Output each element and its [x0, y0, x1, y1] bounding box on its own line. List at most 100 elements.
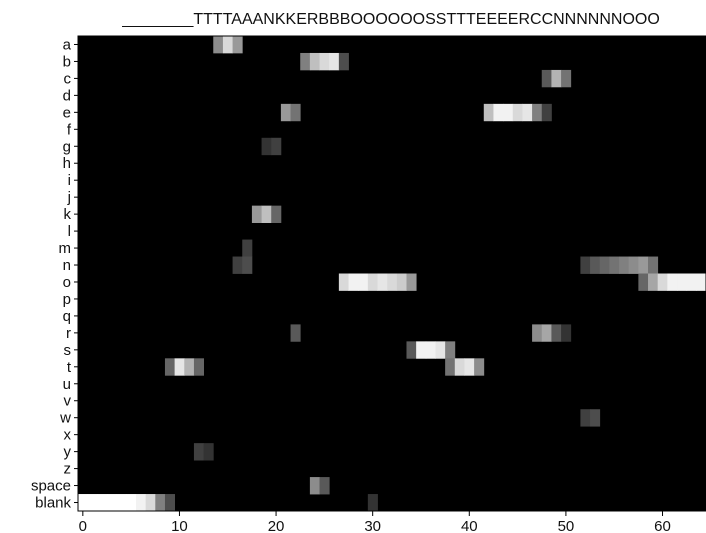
heatmap-cell	[261, 205, 272, 223]
heatmap-cell	[271, 205, 282, 223]
heatmap-cell	[251, 205, 262, 223]
x-tick-label: 50	[558, 518, 575, 533]
y-tick-label: b	[63, 53, 71, 70]
x-tick-label: 10	[171, 518, 188, 533]
heatmap-cell	[677, 273, 688, 291]
heatmap-cell	[319, 52, 330, 71]
heatmap-cell	[319, 477, 330, 495]
heatmap-cell	[590, 256, 601, 274]
heatmap-cell	[561, 324, 572, 342]
heatmap-cell	[551, 69, 562, 88]
heatmap-cell	[464, 358, 475, 376]
y-tick-label: c	[64, 70, 72, 87]
heatmap-cell	[532, 324, 543, 342]
y-tick-label: f	[67, 121, 72, 138]
heatmap-cell	[290, 324, 301, 342]
y-tick-label: y	[64, 444, 72, 461]
x-tick-label: 60	[654, 518, 671, 533]
y-tick-label: q	[63, 308, 71, 325]
heatmap-cell	[271, 137, 282, 156]
heatmap-cell	[155, 494, 166, 512]
heatmap-cell	[638, 273, 649, 291]
heatmap-cell	[580, 409, 591, 427]
heatmap-cell	[145, 494, 156, 512]
y-tick-label: s	[64, 342, 72, 359]
heatmap-cell	[367, 273, 378, 291]
y-tick-label: w	[59, 410, 71, 427]
plot-frame	[77, 35, 706, 512]
heatmap-cell	[126, 494, 137, 512]
heatmap-cell	[474, 358, 485, 376]
heatmap-cell	[454, 358, 465, 376]
x-tick-label: 40	[461, 518, 478, 533]
heatmap-cell	[435, 341, 446, 359]
heatmap-cell	[619, 256, 630, 274]
y-tick-label: t	[67, 359, 72, 376]
y-tick-label: l	[68, 223, 71, 240]
heatmap-cell	[667, 273, 678, 291]
heatmap-cell	[290, 103, 301, 122]
y-tick-label: u	[63, 376, 71, 393]
heatmap-cell	[193, 443, 204, 461]
heatmap-cell	[493, 103, 504, 122]
y-tick-label: space	[31, 478, 71, 495]
heatmap-cell	[242, 239, 253, 257]
y-tick-label: d	[63, 87, 71, 104]
heatmap-cell	[261, 137, 272, 156]
heatmap-cell	[338, 52, 349, 71]
y-tick-label: g	[63, 138, 71, 155]
heatmap-cell	[87, 494, 98, 512]
y-tick-label: i	[68, 172, 71, 189]
x-tick-label: 30	[364, 518, 381, 533]
heatmap-cell	[561, 69, 572, 88]
heatmap-cell	[232, 256, 243, 274]
y-tick-label: v	[64, 393, 72, 410]
y-tick-label: z	[64, 461, 72, 478]
chart-title: ________TTTTAAANKKERBBBOOOOOOSSTTTEEEERC…	[121, 11, 660, 28]
heatmap-cell	[213, 36, 224, 54]
x-tick-label: 20	[268, 518, 285, 533]
heatmap-cell	[638, 256, 649, 274]
heatmap-cell	[232, 36, 243, 54]
heatmap-cell	[483, 103, 494, 122]
y-tick-label: e	[63, 104, 71, 121]
y-tick-label: p	[63, 291, 71, 308]
heatmap-cell	[377, 273, 388, 291]
x-axis: 0 10 20 30 40 50 60	[79, 511, 671, 533]
heatmap-cell	[164, 358, 176, 376]
heatmap-cell	[648, 273, 659, 291]
y-tick-label: o	[63, 274, 71, 291]
y-tick-label: h	[63, 155, 71, 172]
heatmap-cell	[174, 358, 185, 376]
heatmap-cell	[387, 273, 398, 291]
heatmap-cell	[657, 273, 668, 291]
heatmap-cell	[396, 273, 407, 291]
heatmap-cell	[338, 273, 349, 291]
heatmap-cell	[309, 477, 320, 495]
y-tick-label: x	[64, 427, 72, 444]
heatmap-cell	[590, 409, 601, 427]
heatmap-cell	[541, 324, 552, 342]
y-tick-label: k	[64, 206, 72, 223]
y-tick-label: a	[63, 36, 72, 53]
heatmap-cell	[406, 341, 417, 359]
heatmap-cell	[522, 103, 533, 122]
heatmap-cell	[309, 52, 320, 71]
heatmap-cell	[78, 494, 89, 512]
heatmap-cell	[425, 341, 436, 359]
heatmap-cell	[164, 494, 176, 512]
heatmap-cell	[416, 341, 427, 359]
heatmap-cell	[300, 52, 311, 71]
heatmap-cell	[541, 69, 552, 88]
heatmap-cell	[367, 494, 378, 512]
heatmap-cell	[503, 103, 514, 122]
heatmap-cell	[242, 256, 253, 274]
heatmap-cell	[329, 52, 340, 71]
heatmap-cell	[222, 36, 233, 54]
heatmap-cell	[696, 273, 706, 291]
heatmap-cell	[628, 256, 639, 274]
heatmap-cell	[580, 256, 591, 274]
heatmap-cell	[135, 494, 147, 512]
heatmap-cell	[348, 273, 359, 291]
